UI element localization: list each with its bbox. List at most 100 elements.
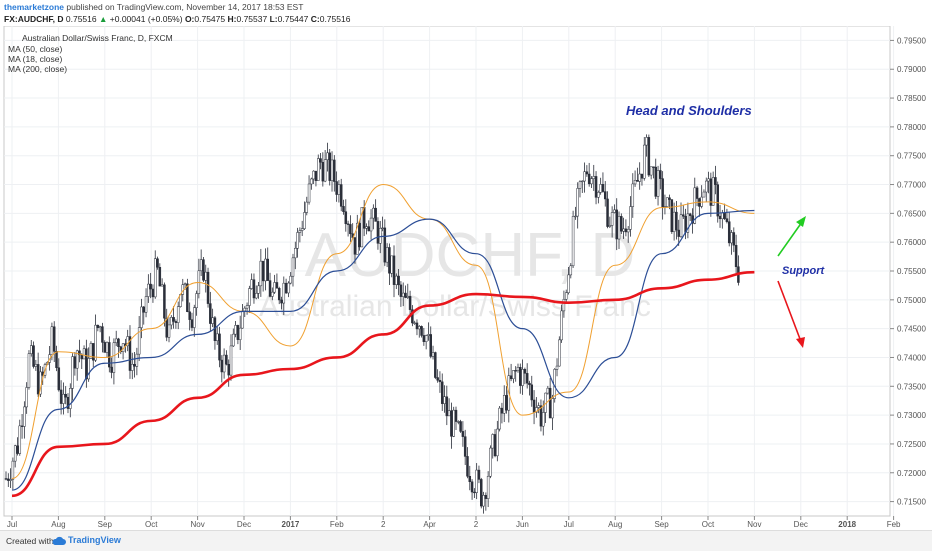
candle-body (36, 364, 40, 395)
candle-body (523, 369, 527, 374)
open-value: 0.75475 (194, 14, 226, 24)
candle-body (149, 283, 152, 290)
candle-body (245, 305, 249, 309)
candle-body (505, 395, 508, 411)
candle-body (491, 434, 494, 449)
change-up-icon: ▲ (98, 14, 108, 24)
x-tick-label: Dec (794, 520, 808, 529)
price-axis[interactable]: 0.79500 0.79000 0.78500 0.78000 0.77500 0.770… (890, 36, 926, 507)
x-tick-label: 2018 (838, 520, 856, 529)
candle-body (78, 350, 81, 356)
candle-body (620, 216, 623, 232)
candle-body (165, 317, 168, 338)
legend-ma18[interactable]: MA (18, close) (8, 54, 62, 64)
candle-body (562, 298, 566, 312)
candle-body (344, 211, 348, 225)
candle-body (147, 283, 150, 297)
candle-body (71, 356, 74, 389)
candle-body (144, 296, 148, 313)
candle-body (160, 284, 164, 287)
candle-body (424, 335, 428, 342)
candle-body (289, 275, 292, 284)
candle-body (250, 279, 253, 289)
x-tick-label: 2017 (282, 520, 300, 529)
candle-body (581, 180, 584, 183)
candle-body (114, 338, 118, 343)
candle-body (633, 179, 637, 185)
time-axis[interactable]: Jul Aug Sep Oct Nov Dec 2017 Feb 2 Apr 2 Jun Jul Aug S… (7, 516, 901, 529)
candle-body (440, 381, 444, 404)
candle-body (404, 292, 407, 298)
candle-body (337, 184, 341, 195)
candle-body (528, 382, 531, 386)
candle-body (636, 179, 639, 182)
y-tick-label: 0.76000 (897, 238, 926, 247)
y-tick-label: 0.74000 (897, 353, 926, 362)
candle-body (438, 379, 442, 383)
candle-body (94, 324, 97, 361)
candle-body (541, 412, 545, 427)
x-tick-label: Dec (237, 520, 251, 529)
candle-body (4, 478, 8, 480)
candle-body (675, 211, 678, 231)
candle-body (335, 181, 338, 195)
candle-body (172, 317, 175, 322)
candle-body (413, 322, 416, 324)
candle-body (427, 334, 430, 336)
candle-body (420, 326, 423, 336)
candle-body (222, 354, 226, 373)
publisher-name[interactable]: themarketzone (4, 2, 64, 12)
candle-body (80, 354, 84, 360)
candle-body (608, 225, 612, 227)
candle-body (477, 469, 481, 480)
y-tick-label: 0.73500 (897, 382, 926, 391)
price-chart[interactable]: AUDCHF, D Australian Dollar/Swiss Franc … (0, 25, 932, 530)
candle-body (284, 282, 288, 294)
candle-body (551, 398, 554, 419)
candle-body (564, 292, 568, 300)
candle-body (218, 333, 221, 361)
candle-body (96, 324, 100, 328)
tradingview-brand[interactable]: TradingView (68, 535, 121, 545)
candle-body (18, 425, 22, 454)
candle-body (314, 170, 318, 181)
candle-body (167, 324, 171, 338)
y-tick-label: 0.78500 (897, 94, 926, 103)
candle-body (457, 421, 460, 423)
candle-body (372, 207, 375, 219)
candle-body (452, 409, 455, 437)
candle-body (227, 363, 230, 376)
legend-ma50[interactable]: MA (50, close) (8, 44, 62, 54)
candle-body (188, 311, 191, 320)
candle-body (369, 217, 373, 232)
candle-body (429, 334, 432, 357)
candle-body (530, 384, 534, 401)
candle-body (234, 325, 237, 335)
candle-body (209, 303, 212, 324)
y-tick-label: 0.71500 (897, 498, 926, 507)
candle-body (303, 212, 306, 229)
candle-body (443, 396, 446, 404)
candle-body (158, 267, 162, 287)
legend-ma200[interactable]: MA (200, close) (8, 64, 67, 74)
arrow-down-icon (777, 280, 805, 348)
chart-area[interactable]: AUDCHF, D Australian Dollar/Swiss Franc … (0, 25, 932, 530)
candle-body (27, 353, 31, 388)
candle-body (395, 275, 398, 285)
candle-body (367, 226, 371, 232)
candle-body (300, 228, 304, 231)
candle-body (255, 293, 258, 299)
candle-body (392, 255, 396, 285)
last-price: 0.75516 (65, 14, 97, 24)
candle-body (202, 259, 205, 281)
candle-body (622, 228, 625, 232)
candle-body (638, 173, 641, 182)
candle-body (277, 288, 281, 301)
x-tick-label: Jun (516, 520, 529, 529)
candle-body (665, 197, 669, 207)
candle-body (537, 405, 540, 408)
candle-body (686, 213, 690, 233)
candle-body (170, 317, 173, 326)
candle-body (264, 258, 267, 282)
candle-body (220, 359, 224, 373)
